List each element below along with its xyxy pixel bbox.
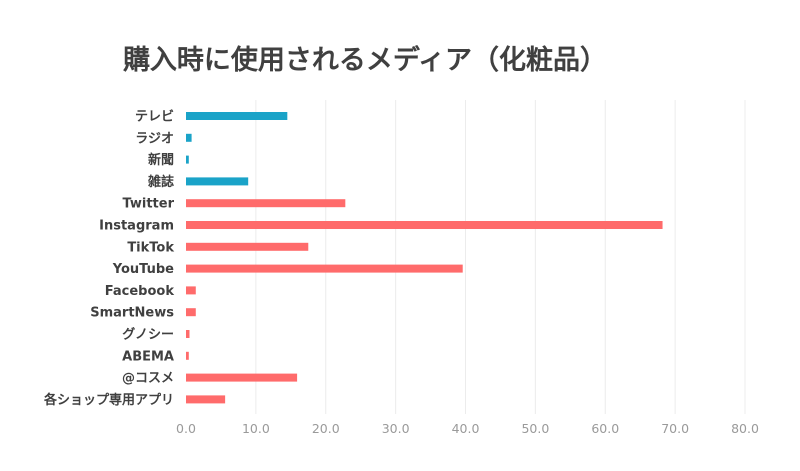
bars [186,112,663,404]
chart-title: 購入時に使用されるメディア（化粧品） [122,45,608,76]
category-label: 新聞 [148,152,174,168]
category-label: YouTube [112,262,174,277]
category-label: 雑誌 [147,174,174,190]
category-label: Instagram [99,219,174,234]
category-label: ラジオ [135,131,174,146]
bar [186,177,249,186]
category-label: TikTok [127,240,174,255]
x-tick-label: 70.0 [661,421,689,436]
bar [186,155,189,164]
x-tick-label: 60.0 [591,421,619,436]
gridlines [255,100,746,414]
x-tick-label: 0.0 [176,421,196,436]
x-tick-label: 50.0 [521,421,549,436]
category-label: テレビ [135,109,174,125]
bar [186,373,298,382]
category-label: 各ショップ専用アプリ [43,392,174,408]
x-tick-label: 80.0 [731,421,759,436]
x-tick-label: 30.0 [382,421,410,436]
bar [186,133,192,142]
bar [186,286,196,295]
bar [186,199,346,208]
bar [186,351,189,360]
category-label: ABEMA [122,349,174,364]
bar [186,264,463,273]
x-tick-label: 40.0 [452,421,480,436]
category-label: Twitter [122,197,174,212]
category-label: SmartNews [90,306,174,321]
bar [186,330,190,338]
bar [186,395,226,404]
bar [186,242,309,251]
x-tick-labels: 0.0 10.0 20.0 30.0 40.0 50.0 60.0 70.0 80.0 [176,421,759,436]
x-tick-label: 10.0 [242,421,270,436]
x-tick-label: 20.0 [312,421,340,436]
category-label: Facebook [105,284,175,299]
category-label: グノシー [122,327,174,343]
category-label: @コスメ [122,371,174,386]
bar [186,308,196,317]
bar [186,112,288,120]
bar [186,221,663,229]
